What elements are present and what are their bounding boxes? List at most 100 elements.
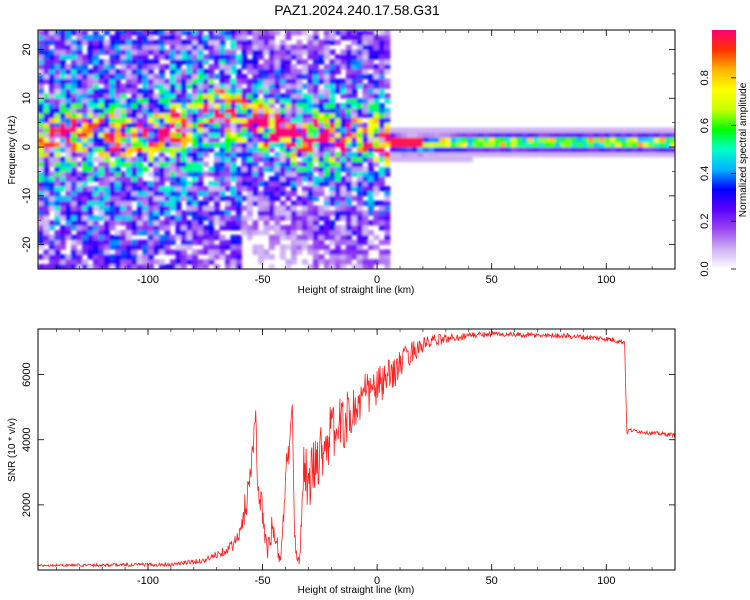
heatmap-cell [263, 127, 270, 133]
heatmap-cell [43, 205, 50, 211]
heatmap-cell [235, 264, 242, 269]
heatmap-cell [109, 190, 116, 197]
heatmap-cell [213, 132, 220, 138]
heatmap-cell [296, 54, 303, 60]
heatmap-cell [136, 190, 143, 197]
heatmap-cell [70, 39, 77, 46]
heatmap-cell [241, 220, 248, 226]
heatmap-cell [59, 49, 66, 55]
heatmap-cell [70, 225, 77, 231]
heatmap-cell [334, 132, 341, 138]
heatmap-cell [169, 59, 176, 65]
heatmap-cell [109, 93, 116, 99]
heatmap-cell [373, 147, 380, 153]
heatmap-cell [609, 147, 616, 153]
heatmap-cell [439, 142, 446, 148]
heatmap-cell [334, 112, 341, 119]
heatmap-cell [213, 103, 220, 109]
heatmap-cell [362, 112, 369, 119]
heatmap-cell [301, 220, 308, 226]
heatmap-cell [307, 54, 314, 60]
heatmap-cell [54, 103, 61, 109]
heatmap-cell [340, 88, 347, 94]
heatmap-cell [279, 132, 286, 138]
heatmap-cell [290, 49, 297, 55]
heatmap-cell [87, 220, 94, 226]
heatmap-cell [114, 73, 121, 80]
heatmap-cell [131, 30, 138, 36]
heatmap-cell [147, 112, 154, 119]
heatmap-cell [114, 171, 121, 177]
heatmap-cell [356, 210, 363, 216]
heatmap-cell [213, 195, 220, 202]
heatmap-cell [219, 88, 226, 94]
heatmap-cell [43, 249, 50, 255]
heatmap-cell [329, 249, 336, 255]
heatmap-cell [103, 156, 110, 163]
heatmap-cell [510, 147, 517, 153]
heatmap-cell [136, 244, 143, 250]
heatmap-cell [169, 142, 176, 148]
heatmap-cell [191, 78, 198, 85]
heatmap-cell [92, 137, 99, 143]
heatmap-cell [125, 151, 132, 158]
heatmap-cell [362, 132, 369, 138]
heatmap-cell [213, 176, 220, 182]
heatmap-cell [329, 176, 336, 182]
heatmap-cell [279, 59, 286, 65]
heatmap-cell [307, 176, 314, 182]
heatmap-cell [587, 132, 594, 138]
heatmap-cell [169, 147, 176, 153]
heatmap-cell [510, 137, 517, 143]
heatmap-cell [235, 137, 242, 143]
heatmap-cell [103, 181, 110, 187]
heatmap-cell [648, 127, 655, 133]
heatmap-cell [224, 195, 231, 202]
heatmap-cell [136, 30, 143, 36]
heatmap-cell [252, 151, 259, 158]
heatmap-cell [373, 83, 380, 89]
heatmap-cell [59, 78, 66, 85]
heatmap-cell [279, 44, 286, 50]
heatmap-cell [224, 186, 231, 192]
heatmap-cell [230, 59, 237, 65]
heatmap-cell [191, 108, 198, 114]
heatmap-cell [340, 83, 347, 89]
heatmap-cell [202, 229, 209, 236]
heatmap-cell [70, 190, 77, 197]
heatmap-cell [65, 112, 72, 119]
heatmap-cell [191, 73, 198, 80]
heatmap-cell [208, 54, 215, 60]
heatmap-cell [81, 166, 88, 172]
heatmap-cell [125, 156, 132, 163]
heatmap-cell [307, 69, 314, 75]
heatmap-cell [301, 190, 308, 197]
heatmap-cell [109, 49, 116, 55]
heatmap-cell [197, 220, 204, 226]
heatmap-cell [378, 93, 385, 99]
heatmap-cell [120, 210, 127, 216]
heatmap-cell [142, 181, 149, 187]
heatmap-cell [301, 103, 308, 109]
heatmap-cell [340, 186, 347, 192]
heatmap-cell [241, 73, 248, 80]
heatmap-cell [560, 142, 567, 148]
heatmap-cell [285, 225, 292, 231]
heatmap-cell [48, 78, 55, 85]
heatmap-cell [433, 151, 440, 158]
heatmap-cell [477, 142, 484, 148]
heatmap-cell [191, 122, 198, 128]
heatmap-cell [378, 30, 385, 36]
heatmap-cell [279, 69, 286, 75]
heatmap-cell [604, 151, 611, 158]
heatmap-cell [164, 249, 171, 255]
heatmap-cell [345, 122, 352, 128]
heatmap-cell [312, 108, 319, 114]
heatmap-cell [345, 234, 352, 241]
heatmap-cell [307, 210, 314, 216]
heatmap-cell [268, 181, 275, 187]
heatmap-cell [230, 44, 237, 50]
heatmap-cell [378, 108, 385, 114]
heatmap-cell [175, 137, 182, 143]
heatmap-cell [323, 137, 330, 143]
